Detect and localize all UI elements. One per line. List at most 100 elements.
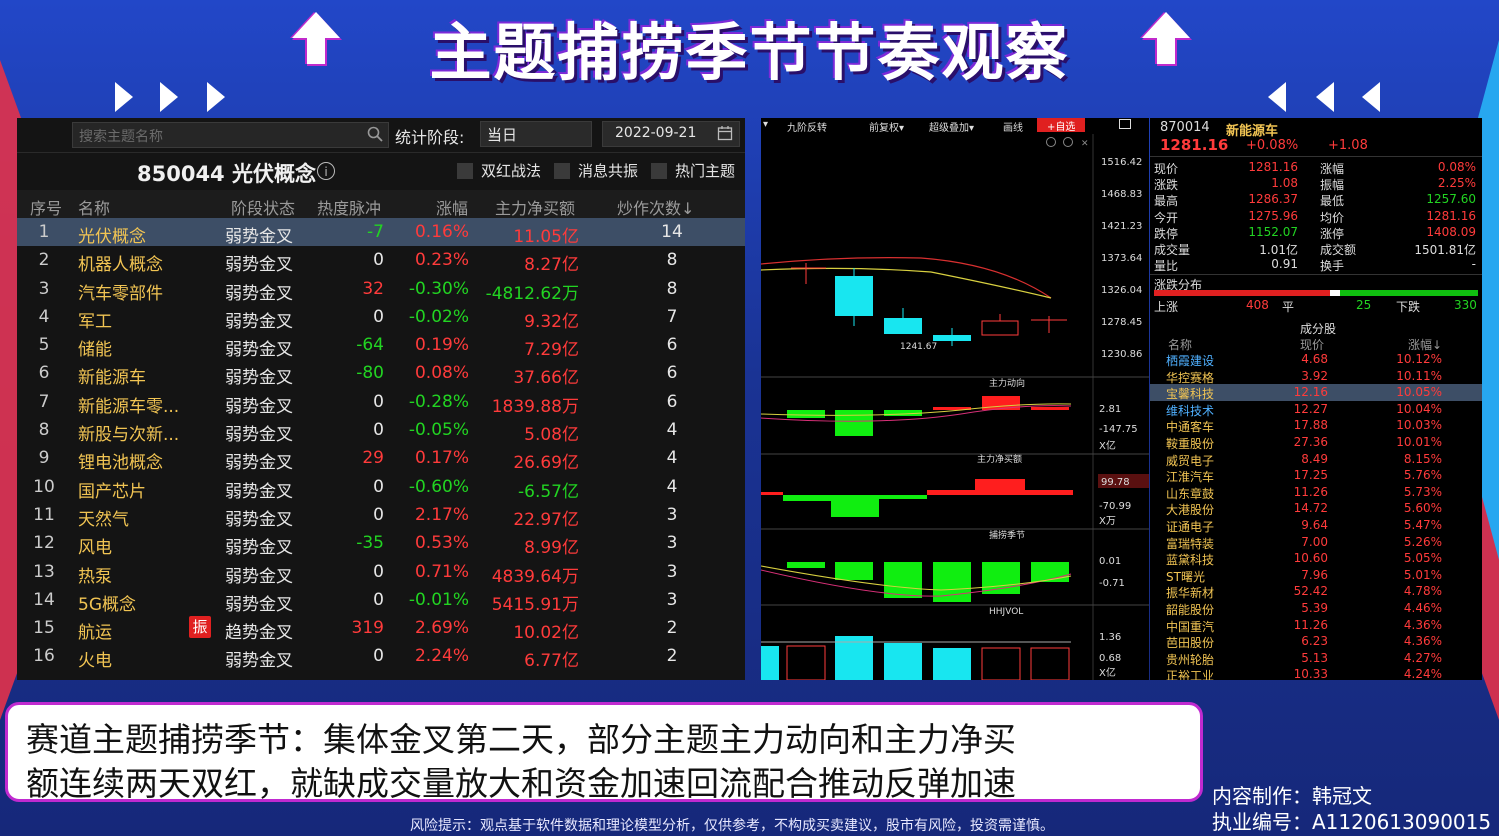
col-header-count[interactable]: 炒作次数↓	[617, 199, 695, 218]
table-row[interactable]: 14 5G概念 弱势金叉 0 -0.01% 5415.91万 3	[17, 586, 745, 615]
list-item[interactable]: 证通电子 9.64 5.47%	[1150, 517, 1482, 534]
list-item[interactable]: 宝馨科技 12.16 10.05%	[1150, 384, 1482, 401]
list-item[interactable]: 富瑞特装 7.00 5.26%	[1150, 534, 1482, 551]
checkbox-news-resonance[interactable]: 消息共振	[554, 160, 638, 181]
row-heat: 0	[373, 589, 384, 610]
chevron-right-icon	[115, 82, 133, 112]
row-net-buy: 5415.91万	[491, 594, 579, 615]
row-stage: 弱势金叉	[225, 651, 293, 672]
calendar-icon[interactable]	[717, 125, 733, 141]
row-index: 11	[33, 504, 55, 525]
toolbar-nine-reversal[interactable]: 九阶反转	[787, 123, 827, 134]
list-item[interactable]: 栖霞建设 4.68 10.12%	[1150, 351, 1482, 368]
kline-chart: ✕ 1516.42 1468.83 1421.23 1373.64 1326.04 127…	[761, 134, 1149, 680]
dist-flat-count: 25	[1356, 298, 1372, 312]
cons-col-name[interactable]: 名称	[1168, 338, 1193, 352]
checkbox-box[interactable]	[554, 163, 570, 179]
price-tick: 1278.45	[1101, 317, 1142, 328]
checkbox-hot-theme[interactable]: 热门主题	[651, 160, 735, 181]
col-header-stage[interactable]: 阶段状态	[231, 199, 296, 218]
list-item[interactable]: 威贸电子 8.49 8.15%	[1150, 451, 1482, 468]
quote-value: 0.91	[1271, 257, 1298, 272]
theme-list-panel: 搜索主题名称 统计阶段: 当日 ⌄ 2022-09-21 850044 光伏概念…	[17, 118, 745, 680]
cons-change: 5.73%	[1403, 484, 1442, 499]
toolbar-adjust[interactable]: 前复权▾	[869, 123, 905, 134]
layout-icon[interactable]	[1119, 119, 1131, 129]
table-row[interactable]: 15 航运 趋势金叉 319 2.69% 10.02亿 2 振	[17, 614, 745, 644]
list-item[interactable]: 贵州轮胎 5.13 4.27%	[1150, 650, 1482, 667]
dist-up-label: 上涨	[1154, 300, 1179, 314]
col-header-heat[interactable]: 热度脉冲	[317, 199, 382, 218]
list-item[interactable]: 大港股份 14.72 5.60%	[1150, 500, 1482, 517]
cons-price: 12.27	[1293, 401, 1328, 416]
toolbar-overlay[interactable]: 超级叠加▾	[929, 123, 975, 134]
price-tick: 1468.83	[1101, 189, 1142, 200]
list-item[interactable]: 正裕工业 10.33 4.24%	[1150, 666, 1482, 680]
toolbar-draw[interactable]: 画线	[1003, 123, 1023, 134]
search-icon[interactable]	[366, 125, 384, 143]
checkbox-double-red[interactable]: 双红战法	[457, 160, 541, 181]
cons-change: 4.27%	[1403, 650, 1442, 665]
checkbox-box[interactable]	[651, 163, 667, 179]
list-item[interactable]: 山东章鼓 11.26 5.73%	[1150, 484, 1482, 501]
col-header-name[interactable]: 名称	[78, 199, 111, 218]
row-name: 航运	[78, 623, 112, 644]
row-stage: 弱势金叉	[225, 227, 293, 247]
list-item[interactable]: 蓝黛科技 10.60 5.05%	[1150, 550, 1482, 567]
col-header-change[interactable]: 涨幅	[436, 199, 469, 218]
info-icon[interactable]: i	[317, 162, 335, 180]
search-input[interactable]: 搜索主题名称	[72, 122, 389, 148]
row-net-buy: 1839.88万	[491, 396, 579, 417]
table-row[interactable]: 10 国产芯片 弱势金叉 0 -0.60% -6.57亿 4	[17, 473, 745, 502]
cons-name: 华控赛格	[1166, 370, 1215, 385]
row-name: 国产芯片	[78, 481, 146, 502]
list-item[interactable]: 华控赛格 3.92 10.11%	[1150, 368, 1482, 385]
svg-text:✕: ✕	[1081, 139, 1089, 149]
table-row[interactable]: 7 新能源车零... 弱势金叉 0 -0.28% 1839.88万 6	[17, 388, 745, 417]
list-item[interactable]: 振华新材 52.42 4.78%	[1150, 583, 1482, 600]
col-header-index[interactable]: 序号	[30, 199, 63, 218]
table-row[interactable]: 2 机器人概念 弱势金叉 0 0.23% 8.27亿 8	[17, 246, 745, 275]
cons-col-change[interactable]: 涨幅↓	[1408, 338, 1443, 352]
list-item[interactable]: 芭田股份 6.23 4.36%	[1150, 633, 1482, 650]
table-row[interactable]: 13 热泵 弱势金叉 0 0.71% 4839.64万 3	[17, 558, 745, 587]
row-change: 2.17%	[414, 504, 469, 525]
list-item[interactable]: 中国重汽 11.26 4.36%	[1150, 617, 1482, 634]
list-item[interactable]: 江淮汽车 17.25 5.76%	[1150, 467, 1482, 484]
table-row[interactable]: 9 锂电池概念 弱势金叉 29 0.17% 26.69亿 4	[17, 444, 745, 473]
row-stage: 弱势金叉	[225, 396, 293, 417]
table-row[interactable]: 3 汽车零部件 弱势金叉 32 -0.30% -4812.62万 8	[17, 275, 745, 304]
table-row[interactable]: 1 光伏概念 弱势金叉 -7 0.16% 11.05亿 14	[17, 218, 745, 247]
cons-col-price[interactable]: 现价	[1300, 338, 1325, 352]
date-picker[interactable]: 2022-09-21	[602, 121, 740, 147]
table-row[interactable]: 12 风电 弱势金叉 -35 0.53% 8.99亿 3	[17, 529, 745, 559]
list-item[interactable]: 鞍重股份 27.36 10.01%	[1150, 434, 1482, 451]
row-name: 风电	[78, 538, 112, 559]
list-item[interactable]: 韶能股份 5.39 4.46%	[1150, 600, 1482, 617]
row-index: 13	[33, 561, 55, 582]
table-row[interactable]: 6 新能源车 弱势金叉 -80 0.08% 37.66亿 6	[17, 359, 745, 388]
list-item[interactable]: ST曙光 7.96 5.01%	[1150, 567, 1482, 584]
date-value: 2022-09-21	[615, 125, 697, 141]
toolbar-dropdown-icon[interactable]: ▾	[763, 119, 769, 130]
table-row[interactable]: 11 天然气 弱势金叉 0 2.17% 22.97亿 3	[17, 501, 745, 530]
list-item[interactable]: 中通客车 17.88 10.03%	[1150, 417, 1482, 434]
table-row[interactable]: 8 新股与次新... 弱势金叉 0 -0.05% 5.08亿 4	[17, 416, 745, 445]
table-row[interactable]: 4 军工 弱势金叉 0 -0.02% 9.32亿 7	[17, 303, 745, 332]
row-index: 5	[38, 335, 50, 356]
table-row[interactable]: 16 火电 弱势金叉 0 2.24% 6.77亿 2	[17, 642, 745, 672]
add-watchlist-button[interactable]: +自选	[1037, 118, 1086, 133]
checkbox-box[interactable]	[457, 163, 473, 179]
cons-price: 8.49	[1301, 451, 1328, 466]
cons-name: 威贸电子	[1166, 453, 1215, 468]
row-net-buy: 11.05亿	[513, 227, 579, 247]
table-row[interactable]: 5 储能 弱势金叉 -64 0.19% 7.29亿 6	[17, 331, 745, 360]
cons-name: 栖霞建设	[1166, 354, 1215, 368]
kline-chart-panel: ▾ 九阶反转 前复权▾ 超级叠加▾ 画线 +自选 ✕ 1516.42 1468.8…	[761, 118, 1149, 680]
col-header-net-buy[interactable]: 主力净买额	[495, 199, 576, 218]
sub1-label: 主力动向	[989, 377, 1025, 389]
row-heat: -35	[356, 533, 384, 554]
list-item[interactable]: 维科技术 12.27 10.04%	[1150, 401, 1482, 418]
stage-select[interactable]: 当日 ⌄	[480, 121, 592, 147]
cons-price: 6.23	[1301, 634, 1328, 649]
